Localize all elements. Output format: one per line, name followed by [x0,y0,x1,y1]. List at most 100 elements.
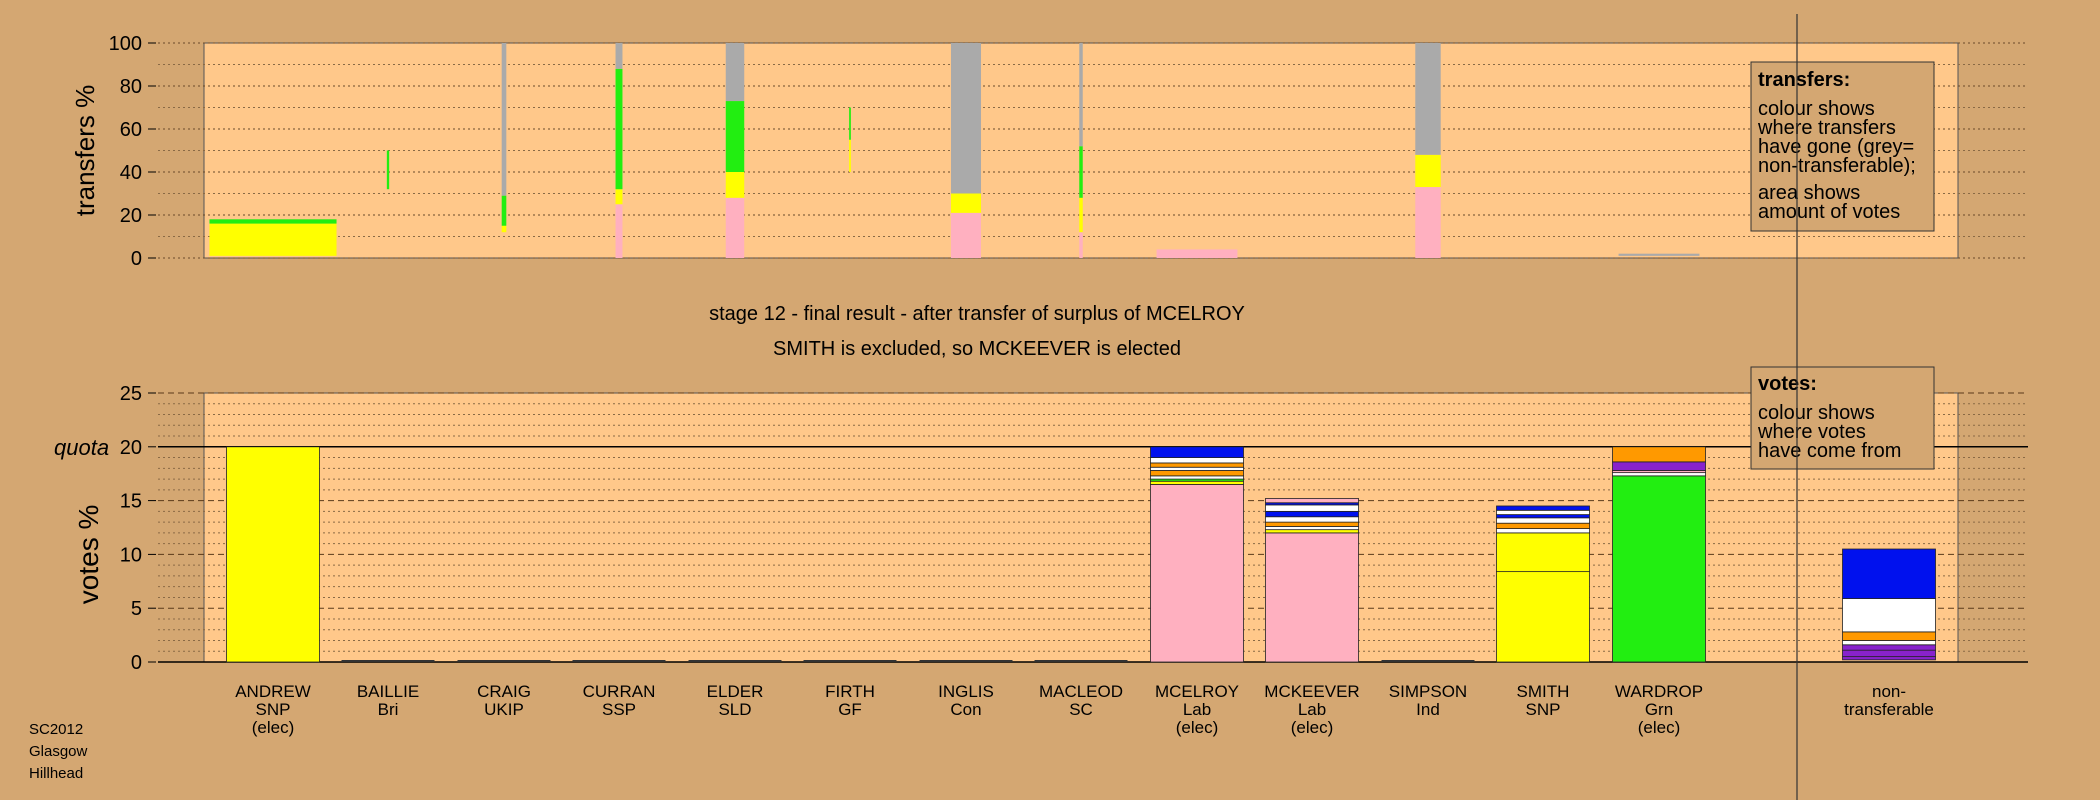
transfer-segment-craig [501,225,507,233]
category-label: CRAIG [477,682,531,701]
category-label: MACLEOD [1039,682,1123,701]
vote-segment-smith [1496,514,1590,519]
vote-segment-mckeever [1265,532,1359,663]
vote-segment-smith [1496,522,1590,529]
transfer-segment-inglis [950,212,982,258]
vote-segment-non-transferable [1842,548,1936,599]
vote-segment-mcelroy [1150,462,1244,468]
category-label: CURRAN [583,682,656,701]
footer-line-2: Glasgow [29,743,88,760]
category-label: non- [1872,682,1906,701]
transfer-segment-elder [725,197,745,258]
transfers-y-tick-label: 80 [120,76,142,98]
votes-y-tick-label: 0 [131,652,142,674]
transfers-legend-text: amount of votes [1758,201,1900,223]
vote-segment-andrew [226,446,320,663]
vote-segment-mcelroy [1150,466,1244,471]
vote-segment-mckeever [1265,521,1359,527]
vote-segment-non-transferable [1842,644,1936,651]
transfer-segment-curran [615,189,623,205]
transfers-y-tick-label: 0 [131,248,142,270]
transfer-segment-macleod [1079,197,1083,233]
category-label: SLD [718,700,751,719]
votes-y-tick-label: 25 [120,383,142,405]
transfer-segment-simpson [1415,154,1441,188]
vote-segment-smith [1496,532,1590,573]
category-label: FIRTH [825,682,875,701]
category-label: Lab [1183,700,1211,719]
transfer-segment-andrew [209,219,337,224]
transfer-segment-elder [725,101,745,172]
transfer-segment-simpson [1415,43,1441,155]
footer: SC2012 Glasgow Hillhead [29,721,88,782]
category-label: ANDREW [235,682,311,701]
transfer-segment-elder [725,172,745,198]
transfer-segment-wardrop [1618,253,1700,256]
stage-title-line-2: SMITH is excluded, so MCKEEVER is electe… [773,338,1181,360]
transfer-segment-macleod [1079,232,1083,258]
footer-line-1: SC2012 [29,721,83,738]
votes-legend-title: votes: [1758,373,1817,395]
vote-segment-wardrop [1612,475,1706,663]
transfer-segment-simpson [1415,187,1441,258]
transfer-segment-inglis [950,43,982,194]
category-label: BAILLIE [357,682,419,701]
transfer-segment-firth [849,139,851,172]
vote-segment-mcelroy [1150,475,1244,480]
transfers-y-tick-label: 20 [120,205,142,227]
category-label: (elec) [1291,718,1334,737]
category-label: MCKEEVER [1264,682,1359,701]
vote-segment-mcelroy [1150,446,1244,458]
transfer-segment-andrew [209,223,337,256]
category-label: Con [950,700,981,719]
vote-segment-mckeever [1265,498,1359,504]
transfer-segment-curran [615,43,623,69]
transfer-segment-elder [725,43,745,102]
transfers-y-tick-label: 60 [120,119,142,141]
vote-segment-wardrop [1612,461,1706,471]
transfer-segment-curran [615,68,623,190]
transfer-segment-curran [615,204,623,258]
category-label: (elec) [252,718,295,737]
stage-title-line-1: stage 12 - final result - after transfer… [709,303,1245,325]
category-label: WARDROP [1615,682,1703,701]
category-label: INGLIS [938,682,994,701]
vote-segment-mcelroy [1150,470,1244,477]
category-label: GF [838,700,862,719]
transfers-y-tick-label: 100 [109,33,142,55]
footer-line-3: Hillhead [29,765,83,782]
vote-segment-mcelroy [1150,457,1244,464]
category-label: SNP [256,700,291,719]
transfer-segment-macleod [1079,43,1083,147]
transfers-y-axis-label: transfers % [70,85,100,217]
vote-segment-smith [1496,517,1590,524]
transfer-segment-baillie [386,150,390,190]
votes-legend-text: where votes [1757,421,1866,443]
votes-y-tick-label: 5 [131,598,142,620]
transfers-y-tick-label: 40 [120,162,142,184]
vote-segment-wardrop [1612,472,1706,477]
category-label: Grn [1645,700,1673,719]
category-label: Ind [1416,700,1440,719]
transfers-legend-text: where transfers [1757,117,1896,139]
vote-segment-mckeever [1265,529,1359,534]
vote-segment-smith [1496,528,1590,534]
vote-segment-non-transferable [1842,656,1936,661]
category-label: ELDER [707,682,764,701]
vote-segment-mckeever [1265,504,1359,512]
category-label: SIMPSON [1389,682,1467,701]
vote-segment-mckeever [1265,526,1359,531]
vote-segment-non-transferable [1842,631,1936,641]
transfer-segment-inglis [950,193,982,213]
vote-segment-mcelroy [1150,480,1244,485]
category-label: SC [1069,700,1093,719]
vote-segment-mcelroy [1150,484,1244,663]
transfers-chart: 0 20 40 60 80 100 transfers % transfers: colour … [70,33,2028,270]
category-label: (elec) [1176,718,1219,737]
votes-y-axis-label: votes % [73,505,104,605]
stage-title: stage 12 - final result - after transfer… [709,303,1245,360]
category-label: transferable [1844,700,1934,719]
votes-y-tick-label: 20 [120,437,142,459]
transfers-legend-text: colour shows [1758,98,1875,120]
